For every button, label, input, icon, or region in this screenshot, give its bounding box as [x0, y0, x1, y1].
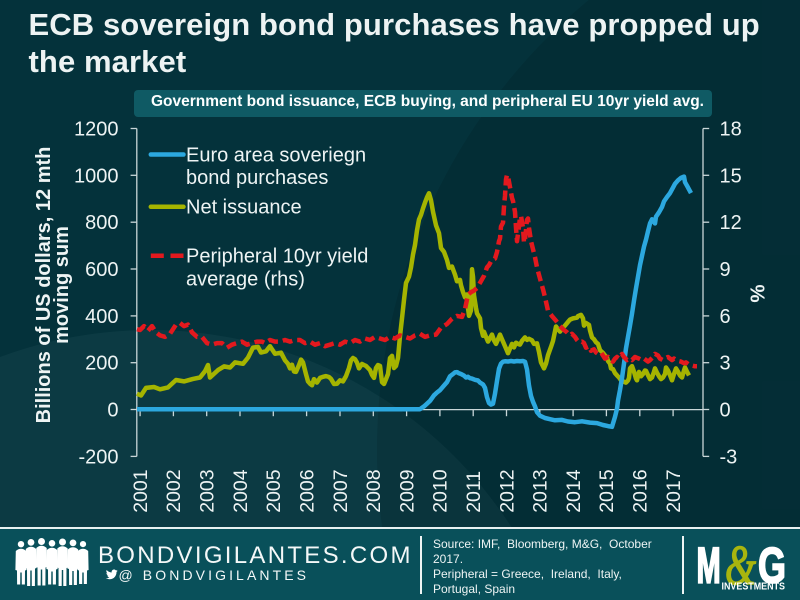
svg-text:6: 6: [720, 306, 731, 328]
svg-text:2013: 2013: [530, 469, 552, 512]
svg-text:2014: 2014: [563, 469, 585, 513]
svg-text:18: 18: [720, 119, 742, 141]
svg-text:2004: 2004: [230, 469, 252, 513]
svg-text:&: &: [725, 540, 756, 597]
svg-text:2009: 2009: [396, 469, 418, 512]
svg-text:0: 0: [107, 400, 118, 422]
svg-text:2015: 2015: [596, 469, 618, 513]
svg-text:1200: 1200: [74, 119, 119, 141]
svg-text:2007: 2007: [330, 469, 352, 512]
svg-text:200: 200: [85, 353, 118, 375]
svg-text:bond purchases: bond purchases: [186, 167, 328, 189]
svg-text:3: 3: [720, 353, 731, 375]
svg-text:Net issuance: Net issuance: [186, 197, 302, 219]
svg-text:2016: 2016: [630, 469, 652, 512]
svg-text:average (rhs): average (rhs): [186, 269, 305, 291]
svg-text:2005: 2005: [263, 469, 285, 513]
svg-text:2001: 2001: [130, 469, 152, 512]
svg-text:400: 400: [85, 306, 118, 328]
svg-text:800: 800: [85, 212, 118, 234]
svg-text:15: 15: [720, 165, 742, 187]
svg-text:Peripheral 10yr yield: Peripheral 10yr yield: [186, 246, 368, 268]
svg-text:INVESTMENTS: INVESTMENTS: [722, 581, 786, 593]
svg-text:600: 600: [85, 259, 118, 281]
svg-text:M: M: [697, 540, 721, 594]
svg-text:0: 0: [720, 400, 731, 422]
svg-text:Billions of US dollars, 12 mth: Billions of US dollars, 12 mthmoving sum: [33, 147, 73, 424]
svg-text:12: 12: [720, 212, 742, 234]
svg-text:2012: 2012: [496, 469, 518, 512]
svg-text:-3: -3: [720, 446, 738, 468]
svg-text:2017: 2017: [663, 469, 685, 512]
svg-text:%: %: [747, 284, 770, 302]
svg-text:2010: 2010: [430, 469, 452, 513]
svg-text:2008: 2008: [363, 469, 385, 512]
svg-text:Euro area soveriegn: Euro area soveriegn: [186, 145, 366, 167]
svg-text:G: G: [758, 540, 786, 594]
svg-text:2011: 2011: [463, 471, 485, 513]
svg-text:2006: 2006: [296, 469, 318, 512]
svg-text:-200: -200: [78, 446, 118, 468]
svg-text:1000: 1000: [74, 165, 119, 187]
svg-text:2002: 2002: [163, 469, 185, 512]
svg-text:9: 9: [720, 259, 731, 281]
svg-text:2003: 2003: [197, 469, 219, 512]
